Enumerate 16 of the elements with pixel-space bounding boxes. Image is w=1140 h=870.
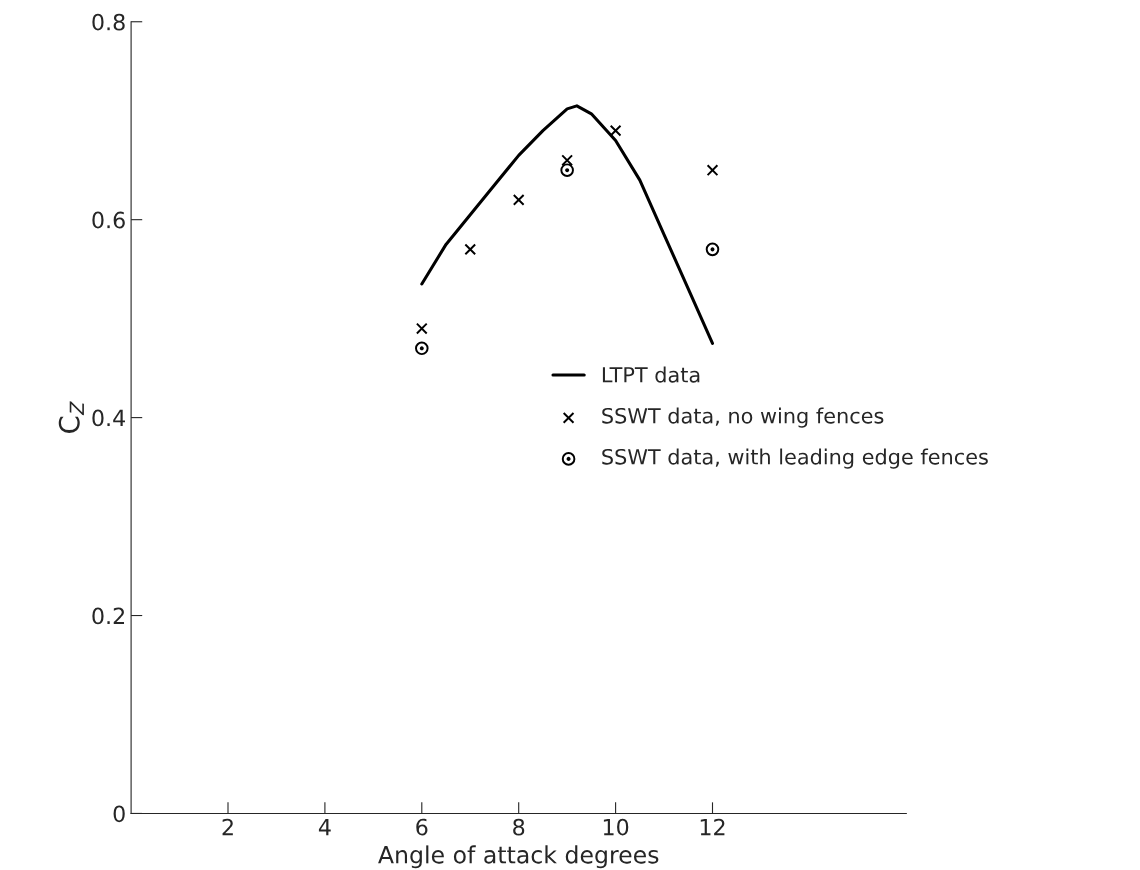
legend-label: SSWT data, no wing fences <box>602 407 884 428</box>
y-tick-label: 0.2 <box>92 607 125 625</box>
x-tick-label: 10 <box>603 818 629 836</box>
y-tick-label: 0.8 <box>92 13 125 31</box>
legend-label: SSWT data, with leading edge fences <box>602 448 988 469</box>
y-tick-label: 0.4 <box>92 409 125 427</box>
y-axis-title: C$_{Z}$ <box>58 401 84 433</box>
y-tick-label: 0 <box>113 805 125 823</box>
x-axis-title: Angle of attack degrees <box>378 845 659 869</box>
legend-label: LTPT data <box>602 366 700 383</box>
x-tick-label: 12 <box>700 818 725 836</box>
x-tick-label: 2 <box>222 818 233 836</box>
x-tick-label: 4 <box>318 819 331 836</box>
y-tick-label: 0.6 <box>92 211 125 229</box>
x-tick-label: 8 <box>513 818 525 836</box>
x-tick-label: 6 <box>416 818 428 836</box>
